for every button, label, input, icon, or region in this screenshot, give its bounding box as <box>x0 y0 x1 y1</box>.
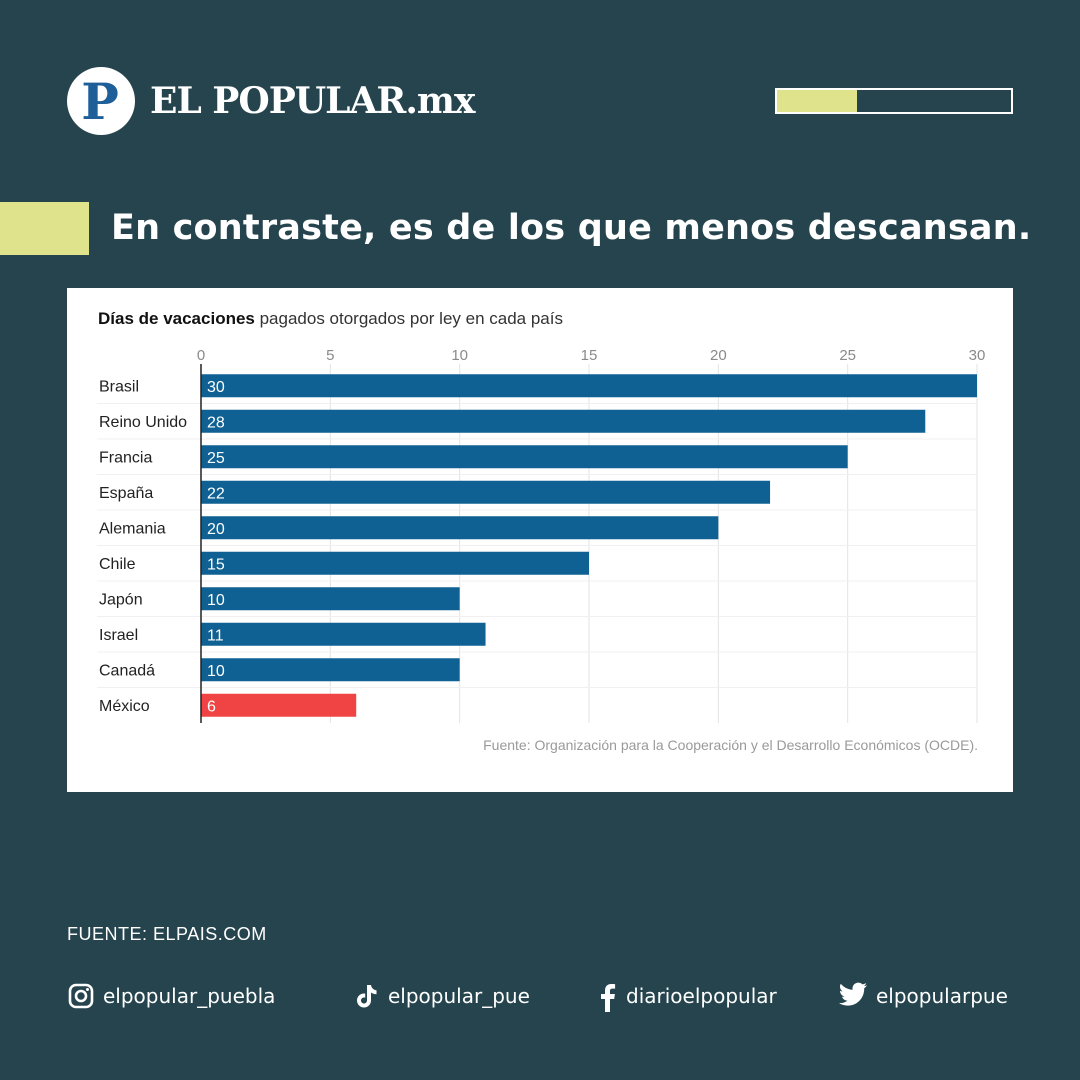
bar <box>201 587 460 611</box>
category-label: México <box>99 698 150 715</box>
bar-value-label: 6 <box>207 698 216 715</box>
bar-value-label: 10 <box>207 592 225 609</box>
headline-accent-bar <box>0 202 89 255</box>
bar <box>201 658 460 682</box>
category-label: Alemania <box>99 520 166 537</box>
bar-value-label: 11 <box>207 627 224 644</box>
category-label: Canadá <box>99 662 155 679</box>
category-label: Chile <box>99 556 136 573</box>
x-tick-label: 5 <box>326 347 334 364</box>
social-facebook[interactable]: diarioelpopular <box>596 980 777 1012</box>
instagram-handle: elpopular_puebla <box>103 984 276 1008</box>
logo-mark: P <box>67 67 135 135</box>
bar <box>201 551 589 575</box>
progress-fill <box>777 90 857 112</box>
tiktok-icon <box>352 982 380 1010</box>
bar <box>201 622 486 646</box>
twitter-icon <box>838 982 868 1010</box>
category-label: Israel <box>99 627 138 644</box>
category-label: España <box>99 485 153 502</box>
x-tick-label: 10 <box>451 347 468 364</box>
bar <box>201 693 357 717</box>
category-label: Brasil <box>99 378 139 395</box>
logo-letter: P <box>81 72 119 131</box>
facebook-icon <box>596 982 618 1012</box>
social-tiktok[interactable]: elpopular_pue <box>352 980 530 1012</box>
category-label: Reino Unido <box>99 414 187 431</box>
instagram-icon <box>67 982 95 1010</box>
x-tick-label: 25 <box>839 347 856 364</box>
facebook-handle: diarioelpopular <box>626 984 777 1008</box>
bar-value-label: 22 <box>207 485 225 502</box>
bar <box>201 409 926 433</box>
x-tick-label: 0 <box>197 347 205 364</box>
bar <box>201 374 977 398</box>
category-label: Japón <box>99 591 143 608</box>
progress-bar <box>775 88 1013 114</box>
chart-title-rest: pagados otorgados por ley en cada país <box>254 309 563 328</box>
tiktok-handle: elpopular_pue <box>388 984 530 1008</box>
x-tick-label: 15 <box>581 347 598 364</box>
bar-value-label: 25 <box>207 450 225 467</box>
headline: En contraste, es de los que menos descan… <box>111 208 1032 248</box>
twitter-handle: elpopularpue <box>876 984 1008 1008</box>
bar <box>201 480 771 504</box>
x-tick-label: 30 <box>969 347 986 364</box>
bar-chart: 0 5 10 15 20 25 30 Brasil 30 Reino Unido 28 Francia… <box>97 347 986 723</box>
social-instagram[interactable]: elpopular_puebla <box>67 980 275 1012</box>
bar-value-label: 15 <box>207 556 225 573</box>
x-tick-label: 20 <box>710 347 727 364</box>
brand-name: EL POPULAR.mx <box>150 80 475 122</box>
bar-value-label: 30 <box>207 379 225 396</box>
chart-title: Días de vacaciones pagados otorgados por… <box>98 308 563 330</box>
chart-card: Días de vacaciones pagados otorgados por… <box>67 288 1013 792</box>
chart-source: Fuente: Organización para la Cooperación… <box>483 737 978 753</box>
bar <box>201 445 848 469</box>
bar-value-label: 20 <box>207 521 225 538</box>
category-label: Francia <box>99 449 152 466</box>
footer-source: FUENTE: ELPAIS.COM <box>67 924 267 944</box>
chart-title-bold: Días de vacaciones <box>98 309 255 328</box>
bar-value-label: 10 <box>207 663 225 680</box>
bar-value-label: 28 <box>207 414 225 431</box>
social-twitter[interactable]: elpopularpue <box>838 980 1008 1012</box>
bar <box>201 516 719 540</box>
